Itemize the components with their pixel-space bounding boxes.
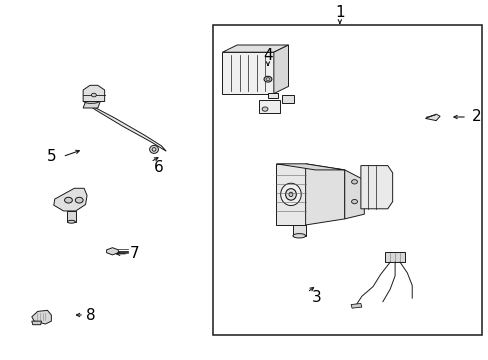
Polygon shape — [83, 85, 104, 102]
Ellipse shape — [67, 220, 75, 223]
Polygon shape — [32, 321, 41, 325]
Ellipse shape — [64, 197, 72, 203]
Ellipse shape — [280, 183, 301, 206]
Ellipse shape — [84, 100, 99, 103]
Polygon shape — [85, 103, 166, 151]
Polygon shape — [222, 45, 288, 52]
Polygon shape — [267, 93, 277, 98]
Ellipse shape — [351, 180, 357, 184]
Text: 6: 6 — [154, 160, 163, 175]
Polygon shape — [83, 102, 100, 108]
Polygon shape — [32, 310, 51, 324]
Polygon shape — [350, 303, 361, 308]
Polygon shape — [293, 225, 305, 236]
Ellipse shape — [149, 145, 158, 153]
Polygon shape — [222, 52, 273, 94]
Bar — [212, 25, 481, 335]
Polygon shape — [360, 166, 392, 209]
Text: 1: 1 — [334, 5, 344, 20]
Ellipse shape — [285, 189, 296, 200]
Ellipse shape — [75, 197, 83, 203]
Text: 8: 8 — [85, 307, 95, 323]
Ellipse shape — [292, 234, 305, 238]
Ellipse shape — [288, 192, 292, 197]
Polygon shape — [118, 251, 128, 252]
Ellipse shape — [264, 76, 271, 82]
Polygon shape — [276, 164, 344, 170]
Polygon shape — [276, 164, 305, 225]
Text: 4: 4 — [263, 48, 272, 63]
Polygon shape — [259, 100, 279, 113]
Polygon shape — [305, 164, 344, 225]
Polygon shape — [54, 188, 87, 211]
Text: 5: 5 — [46, 149, 56, 164]
Text: 3: 3 — [311, 289, 321, 305]
Ellipse shape — [265, 78, 269, 81]
Polygon shape — [385, 252, 404, 262]
Ellipse shape — [91, 93, 96, 97]
Ellipse shape — [262, 107, 267, 111]
Polygon shape — [106, 248, 118, 255]
Ellipse shape — [351, 199, 357, 204]
Polygon shape — [273, 45, 288, 94]
Polygon shape — [344, 170, 364, 219]
Polygon shape — [281, 95, 294, 103]
Text: 7: 7 — [129, 246, 139, 261]
Polygon shape — [67, 211, 76, 222]
Text: 2: 2 — [471, 109, 481, 125]
Polygon shape — [425, 114, 439, 121]
